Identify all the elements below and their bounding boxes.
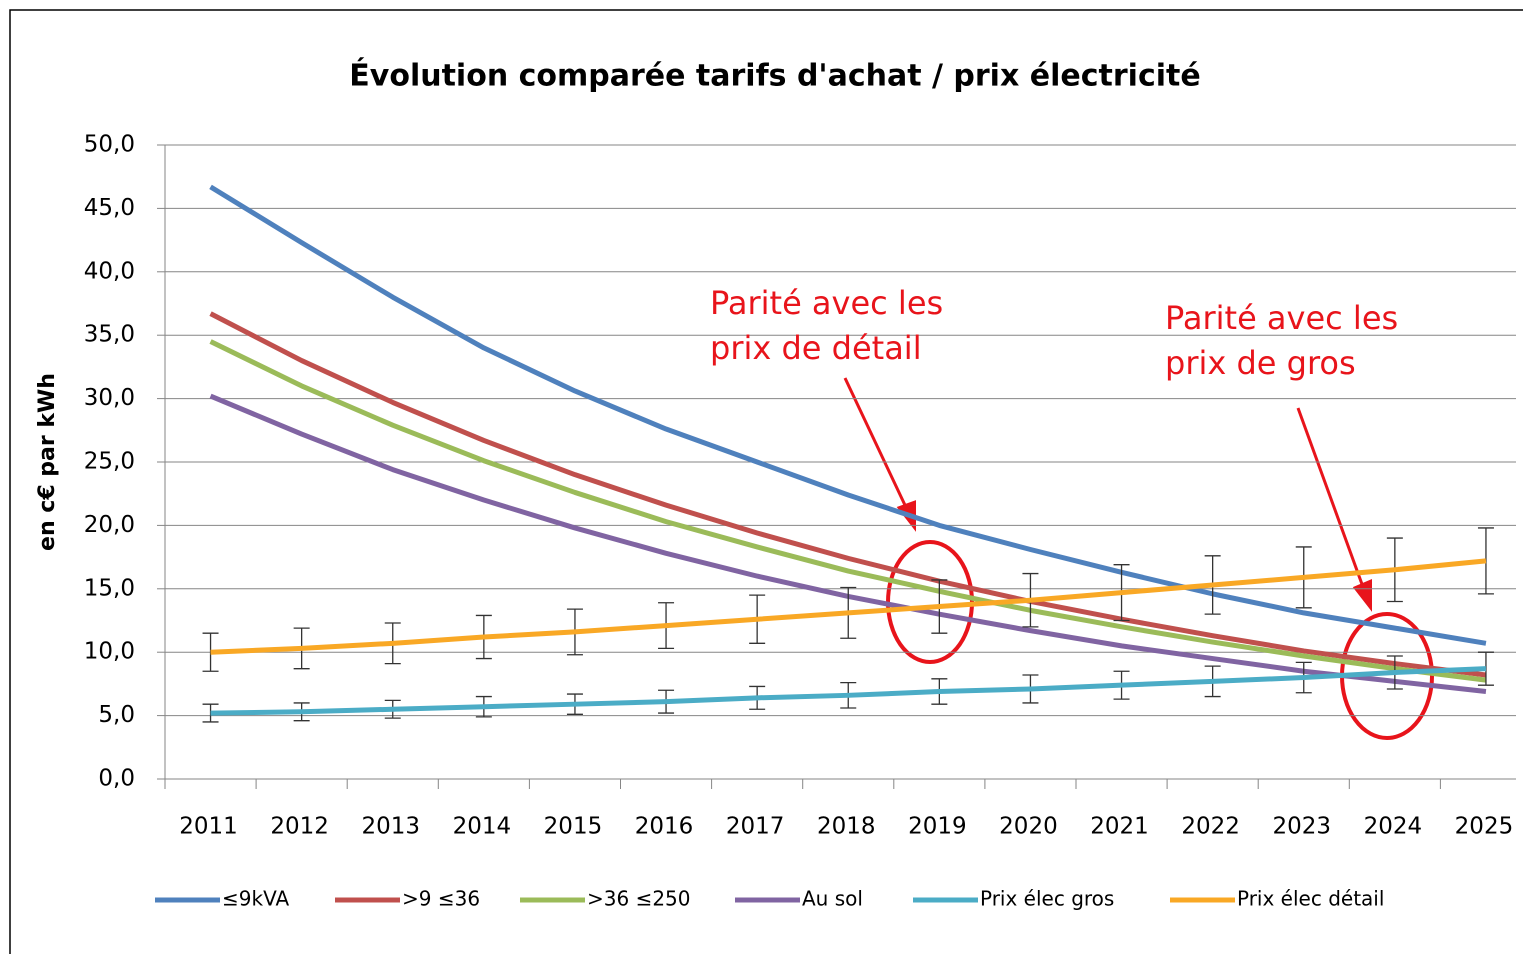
x-tick-label: 2016 [635,814,694,840]
annotation: Parité avec les [1165,299,1398,337]
x-tick-label: 2018 [817,814,876,840]
y-tick-label: 45,0 [84,195,135,221]
y-tick-label: 35,0 [84,322,135,348]
x-tick-label: 2017 [726,814,785,840]
annotation: prix de gros [1165,344,1356,382]
chart-frame [9,9,1523,954]
chart-title: Évolution comparée tarifs d'achat / prix… [349,58,1200,94]
legend-label: >9 ≤36 [402,887,480,911]
x-tick-label: 2023 [1272,814,1331,840]
y-tick-label: 10,0 [84,639,135,665]
x-tick-label: 2015 [544,814,603,840]
arrow [843,377,914,521]
x-tick-label: 2025 [1455,814,1514,840]
arrow [1296,407,1369,599]
x-tick-label: 2019 [908,814,967,840]
y-tick-label: 15,0 [84,575,135,601]
legend-label: Prix élec gros [980,887,1114,911]
x-tick-label: 2024 [1364,814,1423,840]
x-tick-label: 2022 [1181,814,1240,840]
x-tick-label: 2013 [361,814,420,840]
parity-circle [886,540,974,664]
x-tick-label: 2011 [179,814,238,840]
x-tick-label: 2014 [453,814,512,840]
series-line [210,558,1487,655]
series-line [209,311,1487,678]
x-tick-label: 2021 [1090,814,1149,840]
y-tick-label: 0,0 [98,766,135,792]
series-line [210,666,1487,716]
y-axis-label: en c€ par kWh [35,373,60,551]
legend-label: Prix élec détail [1237,887,1384,911]
y-tick-label: 20,0 [84,512,135,538]
legend-label: >36 ≤250 [587,887,691,911]
x-tick-label: 2020 [999,814,1058,840]
arrow-head [1352,578,1372,612]
x-tick-label: 2012 [270,814,329,840]
annotation: Parité avec les [710,284,943,322]
legend-label: Au sol [802,887,863,911]
annotation: prix de détail [710,329,922,367]
series-line [209,339,1487,683]
y-tick-label: 50,0 [84,132,135,158]
y-tick-label: 25,0 [84,449,135,475]
series-line [209,184,1487,646]
legend-label: ≤9kVA [222,887,289,911]
y-tick-label: 30,0 [84,385,135,411]
y-tick-label: 5,0 [98,702,135,728]
y-tick-label: 40,0 [84,258,135,284]
